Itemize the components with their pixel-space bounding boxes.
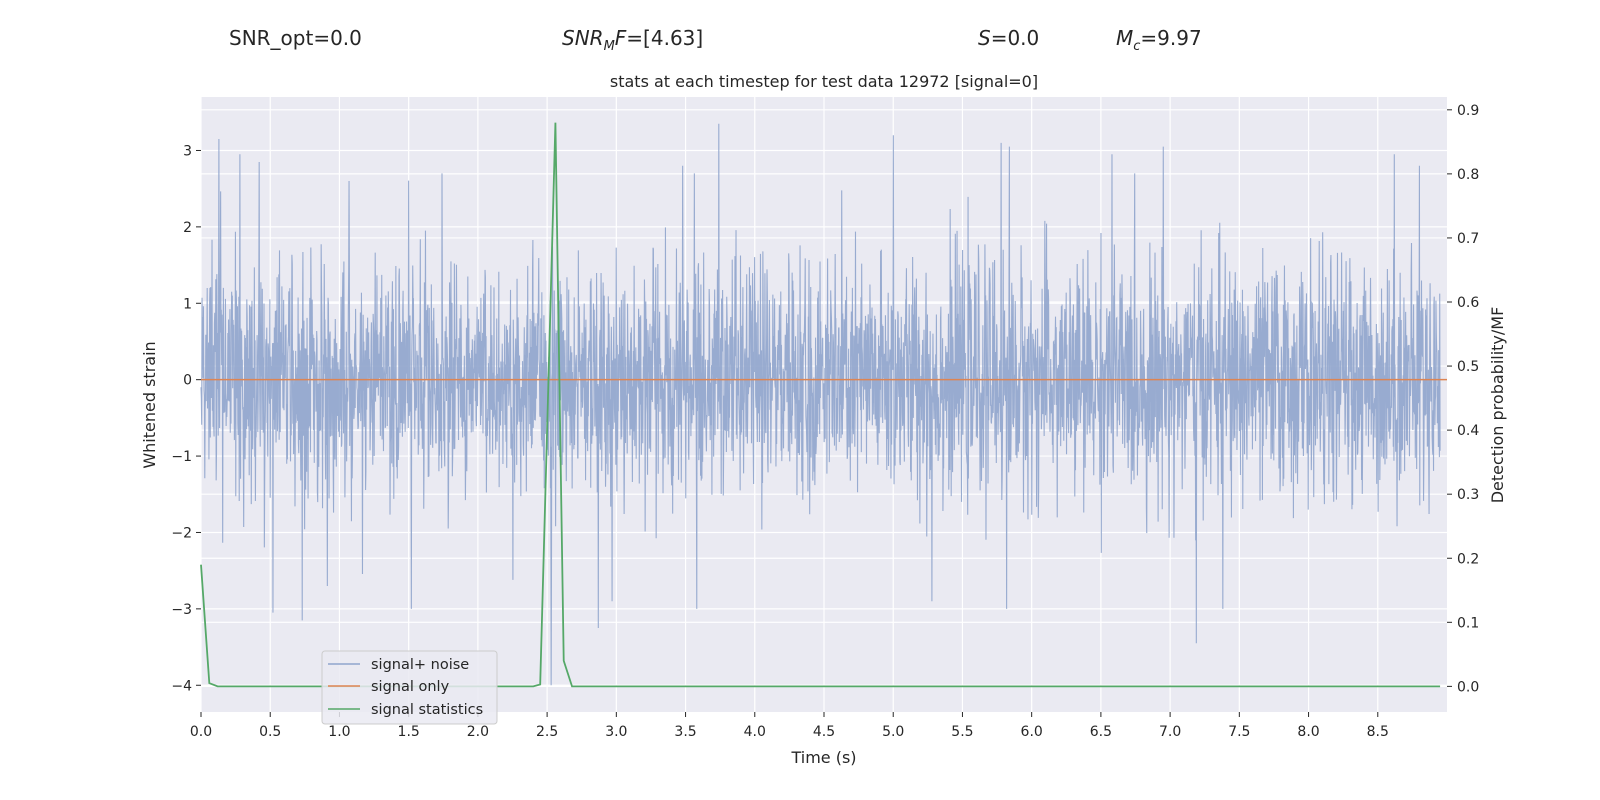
y2-tick-label-8: 0.8 xyxy=(1457,167,1479,183)
signal-statistics-series xyxy=(200,122,1441,688)
s-label: S xyxy=(978,26,991,50)
y2-tick-label-9: 0.9 xyxy=(1457,103,1479,119)
y2-tick-label-2: 0.2 xyxy=(1457,551,1479,567)
y2-tick-label-1: 0.1 xyxy=(1457,615,1479,631)
y-tick-label-5: 1 xyxy=(183,296,192,312)
x-tick-label-16: 8.0 xyxy=(1297,724,1319,740)
y2-axis-ticks: 0.0 0.1 0.2 0.3 0.4 0.5 0.6 0.7 0.8 0.9 xyxy=(1447,103,1479,695)
mc-annotation: Mc=9.97 xyxy=(1116,26,1202,54)
y2-tick-label-7: 0.7 xyxy=(1457,231,1479,247)
y-axis-ticks: −4 −3 −2 −1 0 1 2 3 xyxy=(171,143,201,694)
s-value: =0.0 xyxy=(990,26,1040,50)
snr-opt-annotation: SNR_opt=0.0 xyxy=(229,26,362,50)
y-tick-label-6: 2 xyxy=(183,220,192,236)
x-tick-label-7: 3.5 xyxy=(674,724,696,740)
x-tick-label-9: 4.5 xyxy=(813,724,835,740)
mc-label: M xyxy=(1116,26,1134,50)
x-tick-label-14: 7.0 xyxy=(1159,724,1181,740)
x-tick-label-10: 5.0 xyxy=(882,724,904,740)
x-tick-label-5: 2.5 xyxy=(536,724,558,740)
x-tick-label-17: 8.5 xyxy=(1367,724,1389,740)
snr-mf-tail: F xyxy=(614,26,627,50)
x-tick-label-11: 5.5 xyxy=(951,724,973,740)
x-tick-label-0: 0.0 xyxy=(190,724,212,740)
signal-statistics-line xyxy=(200,122,1441,688)
legend: signal+ noise signal only signal statist… xyxy=(321,650,498,725)
y-tick-label-1: −3 xyxy=(171,602,192,618)
x-tick-label-2: 1.0 xyxy=(328,724,350,740)
y-tick-label-3: −1 xyxy=(171,449,192,465)
mc-sub: c xyxy=(1133,39,1141,54)
x-tick-label-6: 3.0 xyxy=(605,724,627,740)
legend-label-signal-statistics: signal statistics xyxy=(371,702,483,718)
legend-box xyxy=(321,650,498,725)
y-tick-label-4: 0 xyxy=(183,373,192,389)
legend-label-signal-only: signal only xyxy=(371,679,450,695)
x-tick-label-1: 0.5 xyxy=(259,724,281,740)
y2-tick-label-4: 0.4 xyxy=(1457,423,1479,439)
chart-title: stats at each timestep for test data 129… xyxy=(610,72,1038,91)
snr-mf-value: =[4.63] xyxy=(626,26,704,50)
x-tick-label-4: 2.0 xyxy=(467,724,489,740)
x-axis-ticks: 0.0 0.5 1.0 1.5 2.0 2.5 3.0 3.5 4.0 4.5 5.0 5.5 6.0 6… xyxy=(190,712,1389,740)
x-axis-title: Time (s) xyxy=(790,748,856,767)
y2-tick-label-3: 0.3 xyxy=(1457,487,1479,503)
x-tick-label-8: 4.0 xyxy=(744,724,766,740)
signal-noise-line xyxy=(200,123,1441,686)
y2-tick-label-6: 0.6 xyxy=(1457,295,1479,311)
signal-noise-series xyxy=(200,123,1441,686)
snr-mf-annotation: SNRMF=[4.63] xyxy=(562,26,703,54)
y2-tick-label-0: 0.0 xyxy=(1457,679,1479,695)
snr-mf-sub: M xyxy=(603,39,615,54)
x-tick-label-12: 6.0 xyxy=(1021,724,1043,740)
s-annotation: S=0.0 xyxy=(978,26,1039,50)
y-tick-label-7: 3 xyxy=(183,143,192,159)
x-tick-label-13: 6.5 xyxy=(1090,724,1112,740)
y2-axis-title: Detection probability/MF xyxy=(1488,307,1507,504)
x-tick-label-15: 7.5 xyxy=(1228,724,1250,740)
y-tick-label-0: −4 xyxy=(171,678,192,694)
y-tick-label-2: −2 xyxy=(171,525,192,541)
snr-mf-base: SNR xyxy=(562,26,604,50)
legend-label-signal-noise: signal+ noise xyxy=(371,657,469,673)
y-axis-title: Whitened strain xyxy=(140,341,159,468)
y2-tick-label-5: 0.5 xyxy=(1457,359,1479,375)
x-tick-label-3: 1.5 xyxy=(398,724,420,740)
mc-value: =9.97 xyxy=(1140,26,1202,50)
